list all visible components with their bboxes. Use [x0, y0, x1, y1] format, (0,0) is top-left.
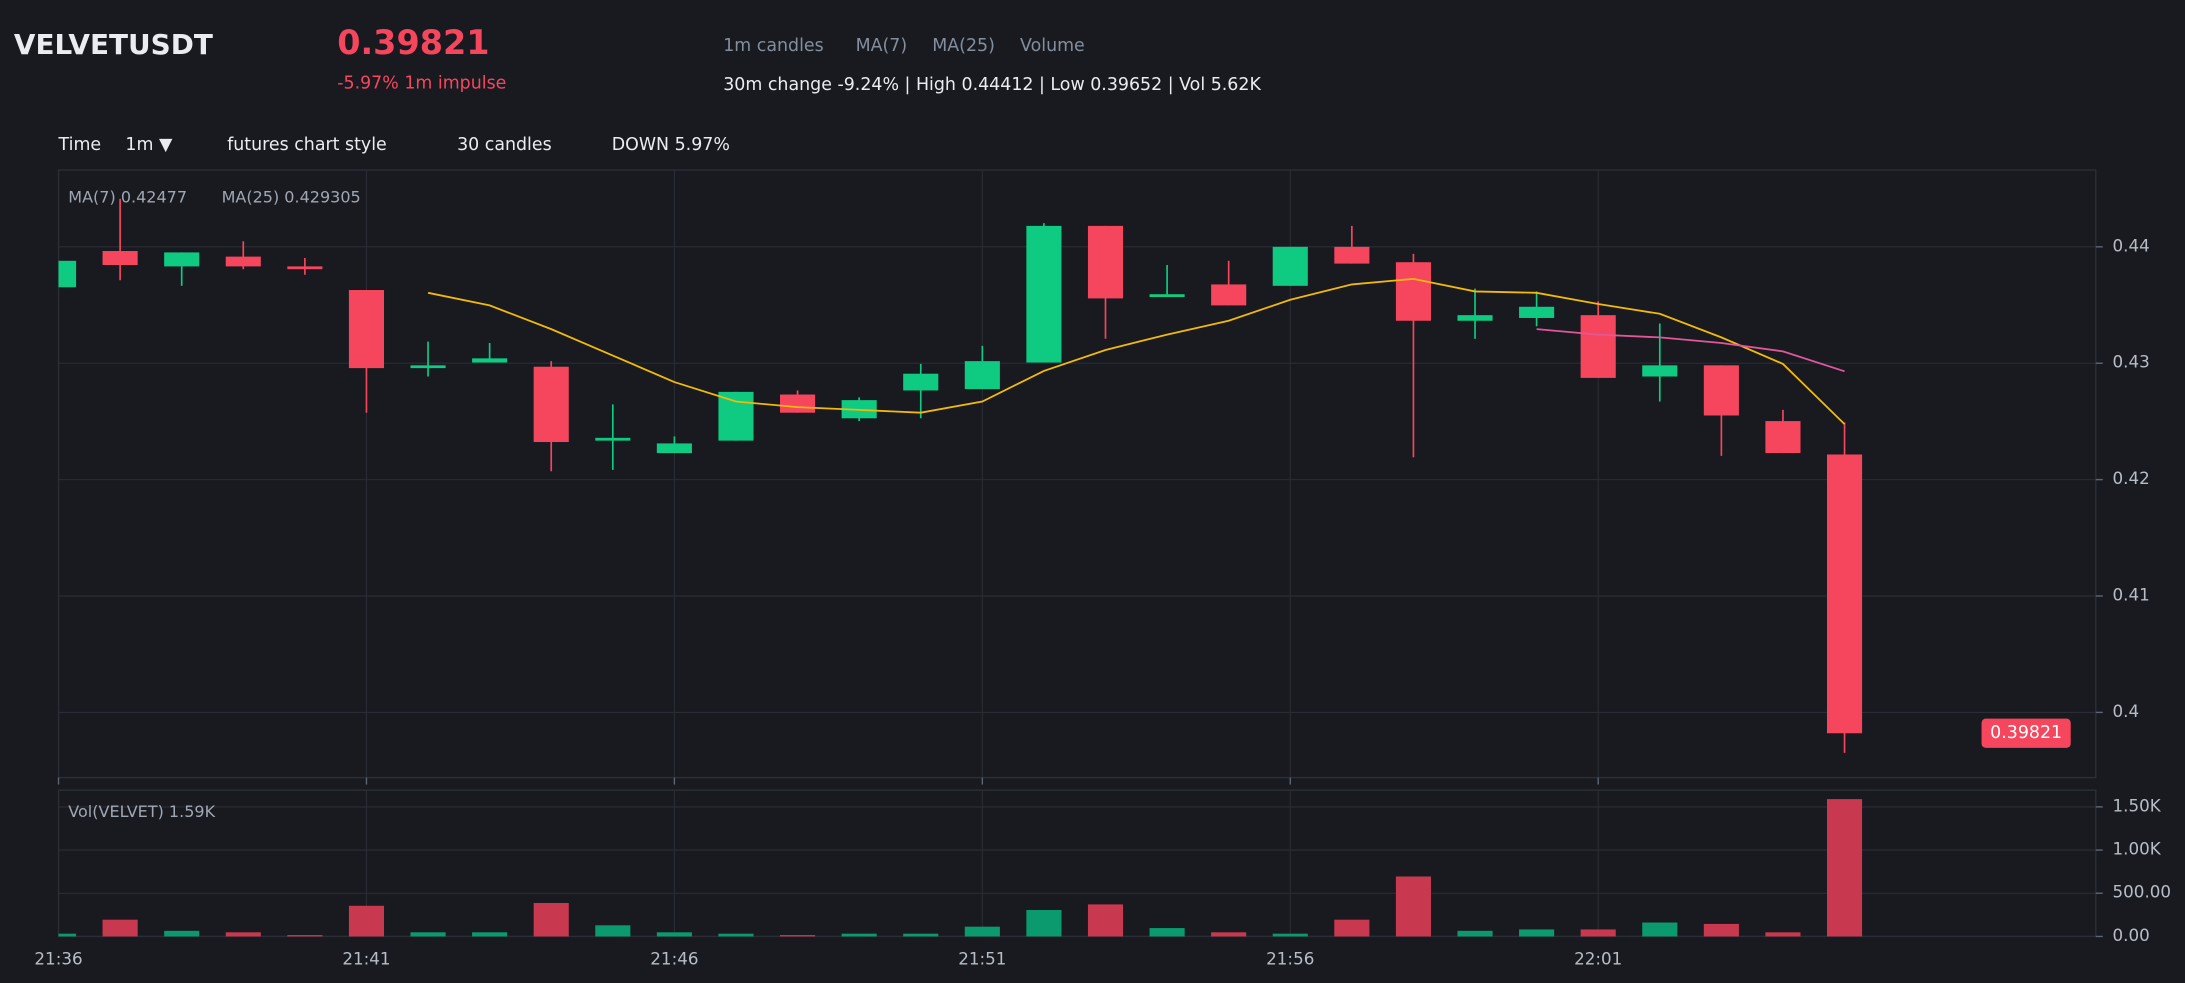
volume-label: Volume	[1020, 36, 1085, 56]
volume-bar	[348, 905, 385, 937]
volume-bar	[656, 932, 692, 937]
candle-body	[1334, 246, 1370, 264]
volume-bar	[1826, 799, 1863, 937]
candle-body	[410, 365, 446, 369]
y-tick-label: 0.41	[2113, 585, 2150, 605]
candle-body	[903, 373, 939, 391]
y-tick-label: 0.42	[2113, 468, 2150, 488]
volume-bar	[287, 935, 323, 937]
volume-bar	[1765, 932, 1801, 937]
volume-bar	[472, 932, 508, 937]
impulse: -5.97% 1m impulse	[337, 74, 506, 94]
chart-style[interactable]: futures chart style	[227, 135, 387, 155]
candle-body	[287, 266, 323, 270]
candle-body	[1395, 262, 1431, 321]
candle-body	[964, 361, 1000, 390]
x-tick-label: 21:51	[958, 949, 1006, 969]
interval-dropdown[interactable]: 1m ▼	[125, 135, 173, 155]
direction: DOWN 5.97%	[612, 135, 730, 155]
volume-tick-label: 500.00	[2113, 882, 2172, 902]
candle-body	[225, 256, 261, 267]
candle-body	[1826, 454, 1863, 734]
interval-label: 1m candles	[723, 36, 824, 56]
candle-body	[1765, 421, 1801, 454]
volume-bar	[164, 930, 200, 937]
candle-body	[1703, 365, 1739, 416]
volume-bar	[1580, 929, 1616, 937]
candle-body	[1272, 246, 1308, 286]
candle-body	[595, 437, 631, 441]
ma25-legend: MA(25) 0.429305	[222, 187, 361, 206]
volume-bar	[102, 919, 138, 937]
volume-bar	[595, 925, 631, 937]
volume-bar	[1211, 932, 1247, 937]
ma7-legend: MA(7) 0.42477	[68, 187, 187, 206]
volume-bar	[1149, 928, 1185, 937]
x-tick-label: 21:46	[650, 949, 698, 969]
price-tag	[1981, 718, 2071, 748]
candle-body	[1457, 315, 1493, 321]
candle-body	[656, 443, 692, 454]
candle-body	[533, 366, 569, 443]
volume-bar	[1272, 933, 1308, 937]
volume-tick-label: 0.00	[2113, 925, 2150, 945]
volume-tick-label: 1.50K	[2113, 795, 2162, 815]
ma-line	[427, 277, 1846, 425]
candle-body	[1642, 365, 1678, 377]
volume-bar	[964, 926, 1000, 937]
volume-tick-label: 1.00K	[2113, 839, 2162, 859]
volume-bar	[841, 933, 877, 937]
volume-title: Vol(VELVET) 1.59K	[68, 802, 215, 821]
candle-body	[102, 251, 138, 265]
volume-bar	[1087, 904, 1124, 937]
y-tick-label: 0.4	[2113, 701, 2140, 721]
candle-body	[1149, 294, 1185, 298]
volume-bar	[903, 933, 939, 937]
ma25-label: MA(25)	[932, 36, 995, 56]
volume-bar	[1519, 929, 1555, 937]
candle-body	[1580, 315, 1616, 378]
candle-body	[164, 252, 200, 267]
volume-bar	[225, 932, 261, 937]
candle-body	[472, 358, 508, 363]
candle-body	[718, 391, 754, 441]
candle-body	[58, 260, 77, 288]
candle-body	[1026, 225, 1062, 363]
volume-bar	[718, 933, 754, 937]
volume-bar	[1395, 876, 1431, 937]
price-tag-label: 0.39821	[1990, 723, 2062, 743]
last-price: 0.39821	[337, 23, 489, 62]
candle-body	[1211, 284, 1247, 306]
x-tick-label: 21:36	[34, 949, 82, 969]
candle-body	[780, 394, 816, 413]
symbol: VELVETUSDT	[14, 28, 213, 61]
summary: 30m change -9.24% | High 0.44412 | Low 0…	[723, 75, 1261, 95]
x-tick-label: 21:41	[342, 949, 390, 969]
volume-bar	[410, 932, 446, 937]
candle-body	[348, 290, 385, 369]
volume-bar	[1334, 919, 1370, 937]
volume-bar	[1703, 923, 1739, 937]
candle-body	[1087, 225, 1124, 299]
ma7-label: MA(7)	[856, 36, 908, 56]
y-tick-label: 0.44	[2113, 235, 2150, 255]
volume-bar	[1026, 910, 1062, 937]
x-tick-label: 21:56	[1266, 949, 1314, 969]
x-tick-label: 22:01	[1574, 949, 1622, 969]
volume-bar	[58, 933, 77, 937]
ma-line	[1536, 328, 1845, 373]
volume-bar	[780, 935, 816, 937]
y-tick-label: 0.43	[2113, 352, 2150, 372]
candle-count: 30 candles	[457, 135, 552, 155]
time-label: Time	[58, 135, 102, 155]
candle-body	[1519, 306, 1555, 318]
volume-bar	[1457, 930, 1493, 937]
volume-bar	[1642, 922, 1678, 937]
volume-bar	[533, 903, 569, 937]
